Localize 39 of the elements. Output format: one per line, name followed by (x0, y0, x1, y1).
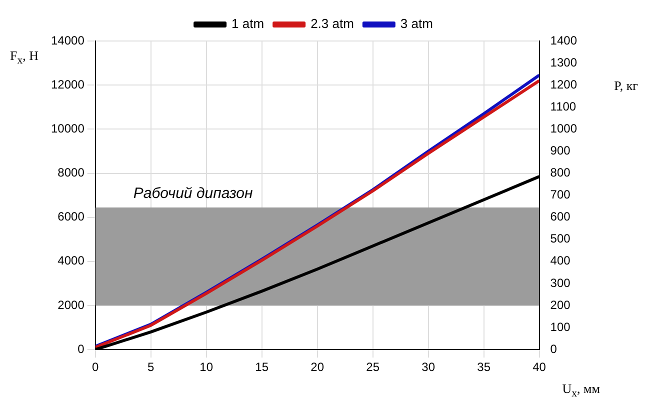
y-tick-label: 0 (78, 342, 85, 356)
x-tick-label: 0 (92, 360, 100, 374)
x-tick-label: 5 (148, 360, 155, 374)
y-tick-label: 6000 (58, 210, 85, 224)
legend-label: 2.3 atm (310, 16, 354, 32)
y2-tick-label: 1100 (550, 99, 576, 114)
x-tick-label: 40 (532, 360, 546, 374)
y2-tick-label: 100 (550, 320, 571, 334)
y-tick-label: 14000 (50, 33, 85, 48)
y-tick-label: 10000 (50, 121, 85, 136)
x-tick-label: 20 (310, 360, 324, 374)
x-tick-label: 15 (255, 360, 269, 374)
y2-tick-label: 200 (550, 298, 571, 312)
y-tick-label: 2000 (58, 298, 85, 312)
y2-tick-label: 1200 (550, 77, 578, 92)
y2-tick-label: 1400 (550, 33, 578, 48)
x-tick-label: 35 (477, 360, 491, 374)
y2-tick-label: 1300 (550, 55, 578, 70)
x-tick-label: 30 (422, 360, 436, 374)
y-axis-title: F$_{x}$, Н (10, 48, 39, 67)
x-tick-label: 25 (366, 360, 380, 374)
x-tick-label: 10 (200, 360, 214, 374)
y2-tick-label: 0 (550, 342, 558, 356)
y2-tick-label: 700 (550, 188, 571, 202)
y2-tick-label: 500 (550, 232, 571, 246)
y2-axis-title: P, кг (614, 78, 638, 94)
legend-label: 1 atm (232, 16, 264, 32)
y2-tick-label: 1000 (550, 121, 578, 136)
y2-tick-label: 800 (550, 166, 571, 180)
y-tick-label: 4000 (58, 254, 85, 268)
legend-label: 3 atm (400, 16, 433, 32)
y-tick-label: 8000 (58, 166, 85, 180)
y2-tick-label: 400 (550, 254, 571, 268)
y-tick-label: 12000 (50, 77, 85, 92)
y2-tick-label: 600 (550, 210, 571, 224)
band-label: Рабочий дипазон (133, 185, 253, 202)
y2-tick-label: 900 (550, 144, 571, 158)
y2-tick-label: 300 (550, 276, 571, 290)
x-axis-title: U$_{x}$, мм (562, 381, 600, 400)
